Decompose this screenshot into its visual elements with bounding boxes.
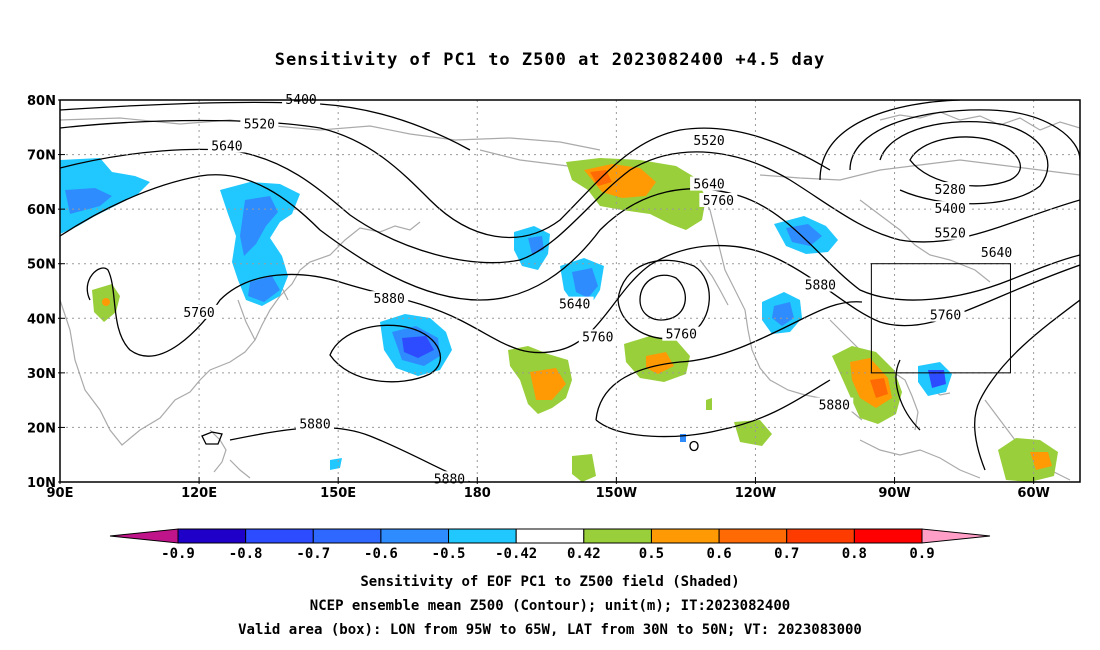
colorbar-tick-label: -0.8 [229, 546, 263, 562]
map-title: Sensitivity of PC1 to Z500 at 2023082400… [274, 50, 826, 70]
graticule [60, 100, 1080, 482]
valid-area-box [870, 263, 1011, 374]
lon-label: 60W [1017, 486, 1049, 501]
colorbar-swatch [448, 528, 517, 544]
colorbar-swatch [245, 528, 314, 544]
colorbar-tick-label: 0.5 [639, 546, 664, 562]
latitude-labels: 80N 70N 60N 50N 40N 30N 20N 10N [27, 94, 65, 491]
contour-label-bg [690, 132, 729, 147]
colorbar-swatch [380, 528, 450, 544]
contour-label-bg [815, 397, 854, 412]
contour-label-bg [370, 291, 409, 306]
coastlines [60, 111, 1080, 481]
colorbar-swatch [583, 528, 652, 544]
contour-label-bg [578, 329, 617, 344]
lon-label: 180 [464, 486, 491, 501]
caption-valid-area: Valid area (box): LON from 95W to 65W, L… [238, 622, 862, 638]
contour-label: 5880 [299, 418, 330, 433]
contour-label: 5640 [693, 178, 724, 193]
contour-label: 5880 [374, 292, 405, 307]
contour-label-bg [296, 416, 334, 431]
contour-label: 5520 [693, 134, 724, 149]
contour-label: 5280 [935, 183, 966, 198]
colorbar: -0.9 -0.8 -0.7 -0.6 -0.5 -0.42 0.42 0.5 0.6 0.7 0.… [109, 528, 991, 562]
lon-label: 120W [735, 486, 776, 501]
colorbar-tick-label: -0.9 [161, 546, 195, 562]
caption-shading: Sensitivity of EOF PC1 to Z500 field (Sh… [360, 574, 740, 590]
caption-contour: NCEP ensemble mean Z500 (Contour); unit(… [309, 598, 791, 614]
contour-label: 5520 [935, 227, 966, 242]
contour-label-bg [555, 296, 594, 311]
contour-label: 5760 [703, 194, 734, 209]
lat-label: 10N [27, 476, 56, 491]
colorbar-tick-label: 0.9 [909, 546, 934, 562]
contour-label-bg [699, 192, 738, 207]
colorbar-tick-label: -0.6 [364, 546, 398, 562]
contour-label: 5760 [183, 306, 214, 321]
contour-label-bg [240, 116, 279, 131]
contour-label-bg [801, 277, 840, 292]
colorbar-swatch [650, 528, 720, 544]
contour-label: 5520 [244, 118, 275, 133]
contour-label-bg [662, 326, 701, 341]
lon-label: 120E [181, 486, 217, 501]
lat-label: 40N [27, 312, 56, 327]
contour-label: 5880 [805, 279, 836, 294]
colorbar-left-cap [109, 528, 179, 544]
colorbar-tick-label: -0.5 [432, 546, 466, 562]
contour-label-bg [207, 138, 246, 153]
lon-label: 150E [320, 486, 356, 501]
colorbar-swatch [177, 528, 247, 544]
lat-label: 60N [27, 203, 56, 218]
contour-label-bg [977, 244, 1016, 259]
contour-label: 5760 [582, 330, 613, 345]
colorbar-tick-label: 0.6 [706, 546, 731, 562]
lat-label: 30N [27, 367, 56, 382]
colorbar-tick-label: 0.7 [774, 546, 799, 562]
lon-label: 90E [47, 486, 74, 501]
contour-label-bg [926, 307, 965, 322]
contour-label: 5880 [819, 399, 850, 414]
contour-label: 5640 [559, 298, 590, 313]
contour-label: 5640 [981, 246, 1012, 261]
contour-label: 5400 [935, 202, 966, 217]
colorbar-tick-label: -0.42 [495, 546, 537, 562]
colorbar-swatch [312, 528, 382, 544]
colorbar-swatch [786, 528, 855, 544]
colorbar-swatch [515, 528, 585, 544]
lat-label: 80N [27, 94, 56, 109]
lon-label: 90W [878, 486, 910, 501]
contour-label-bg [931, 225, 970, 240]
colorbar-tick-label: 0.8 [842, 546, 867, 562]
colorbar-swatch [718, 528, 788, 544]
colorbar-tick-label: -0.7 [296, 546, 330, 562]
contour-label-bg [180, 304, 219, 319]
longitude-labels: 90E 120E 150E 180 150W 120W 90W 60W [47, 477, 1050, 501]
contour-label: 5880 [434, 472, 465, 487]
plot-frame [59, 99, 1081, 483]
contour-labels: 5400552056405760588058805880564057605520… [180, 92, 1016, 487]
contour-label-bg [690, 176, 729, 191]
contour-label-bg [931, 182, 970, 197]
contour-label: 5760 [930, 309, 961, 324]
colorbar-swatch [853, 528, 923, 544]
contour-label: 5640 [211, 139, 242, 154]
colorbar-tick-label: 0.42 [567, 546, 601, 562]
contour-label-bg [931, 201, 970, 216]
colorbar-right-cap [921, 528, 991, 544]
lat-label: 20N [27, 421, 56, 436]
lat-label: 50N [27, 258, 56, 273]
contour-label-bg [282, 92, 321, 106]
contour-label: 5760 [666, 328, 697, 343]
lon-label: 150W [596, 486, 637, 501]
lat-label: 70N [27, 149, 56, 164]
